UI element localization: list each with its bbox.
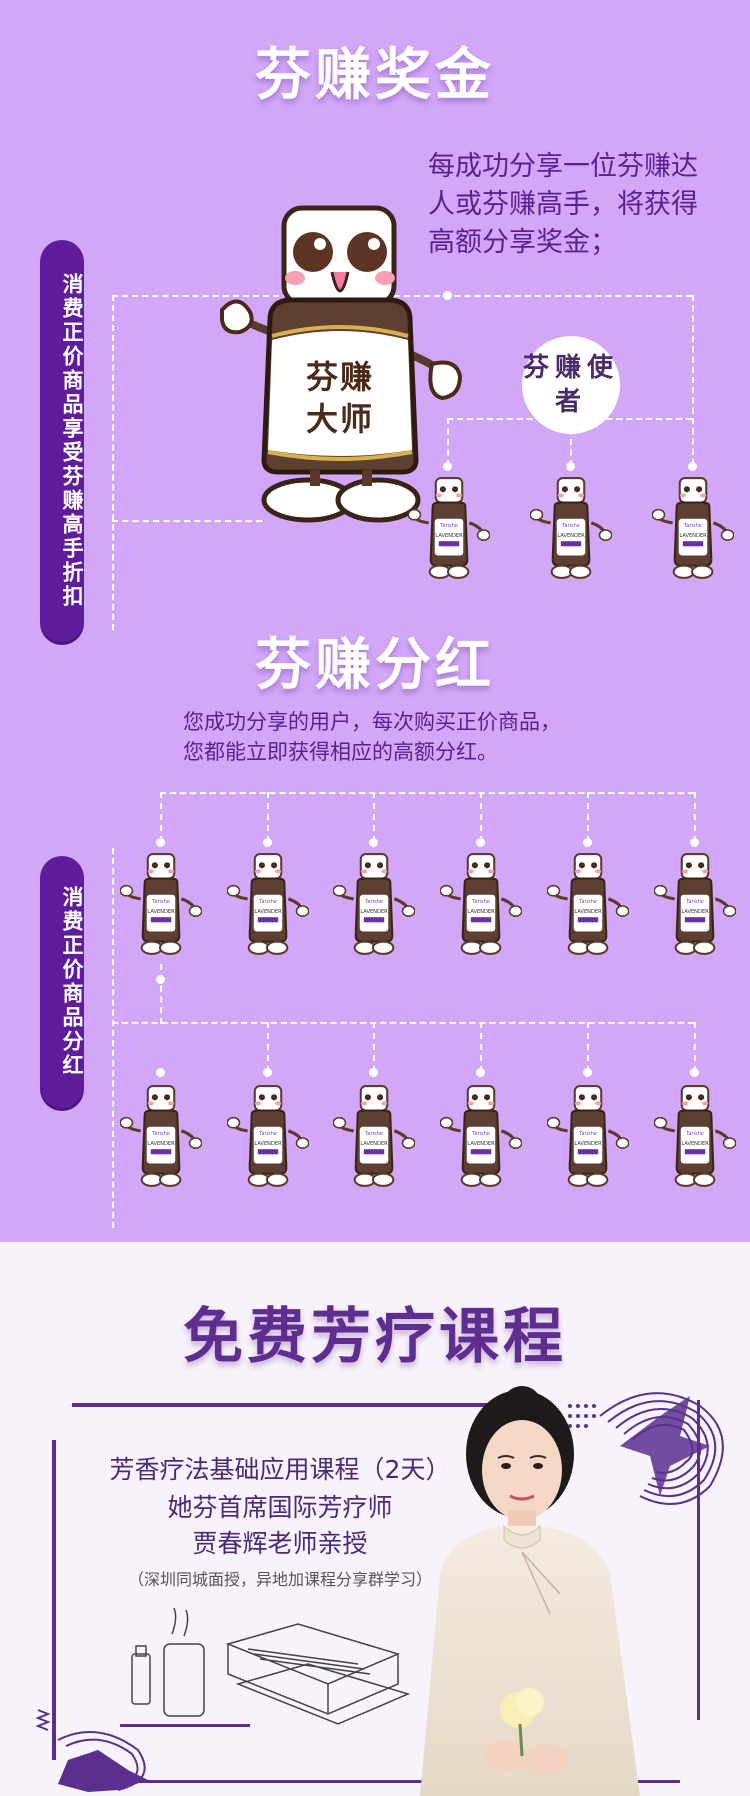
- frame-line: [52, 1440, 56, 1760]
- lavender-swirl-icon: [35, 1709, 148, 1792]
- member-mascot: [654, 850, 736, 962]
- connector-line: [112, 1022, 694, 1024]
- connector-line: [112, 848, 114, 1228]
- member-mascot: [120, 850, 202, 962]
- connector-dot: [566, 462, 575, 471]
- member-mascot: [333, 1082, 415, 1194]
- connector-line: [587, 1022, 589, 1072]
- member-mascot: [654, 1082, 736, 1194]
- connector-line: [160, 964, 162, 1024]
- connector-line: [160, 792, 162, 842]
- course-note: （深圳同城面授，异地加课程分享群学习）: [127, 1570, 432, 1589]
- bonus-discount-tag: 消费正价商品享受芬赚高手折扣: [40, 240, 84, 642]
- connector-dot: [369, 1068, 378, 1077]
- connector-line: [267, 1022, 269, 1072]
- dividend-description-line2: 您都能立即获得相应的高额分红。: [183, 740, 498, 764]
- connector-line: [694, 792, 696, 842]
- dividend-tag: 消费正价商品分红: [40, 856, 84, 1108]
- member-mascot: [440, 1082, 522, 1194]
- connector-line: [587, 792, 589, 842]
- course-title: 免费芳疗课程: [183, 1302, 567, 1372]
- frame-line: [120, 1724, 250, 1727]
- bonus-title: 芬赚奖金: [255, 43, 495, 108]
- connector-line: [267, 792, 269, 842]
- ambassador-badge: 芬赚使者: [522, 336, 620, 434]
- ambassador-mascot: [408, 474, 490, 586]
- member-mascot: [547, 1082, 629, 1194]
- connector-dot: [688, 462, 697, 471]
- ambassador-mascot: [530, 474, 612, 586]
- connector-dot: [443, 462, 452, 471]
- connector-dot: [369, 838, 378, 847]
- connector-line: [160, 792, 694, 794]
- connector-line: [112, 520, 262, 522]
- member-mascot: [227, 1082, 309, 1194]
- connector-dot: [263, 1068, 272, 1077]
- master-label: 芬赚大师: [305, 358, 374, 438]
- course-line3: 贾春辉老师亲授: [192, 1529, 368, 1558]
- bonus-description: 每成功分享一位芬赚达人或芬赚高手，将获得高额分享奖金；: [428, 151, 698, 258]
- master-mascot: [220, 205, 463, 523]
- member-mascot: [227, 850, 309, 962]
- frame-line: [697, 1400, 700, 1720]
- connector-line: [480, 792, 482, 842]
- connector-line: [112, 295, 692, 297]
- member-mascot: [120, 1082, 202, 1194]
- books-sketch-icon: [131, 1607, 411, 1725]
- connector-dot: [583, 1068, 592, 1077]
- member-mascot: [333, 850, 415, 962]
- connector-dot: [690, 1068, 699, 1077]
- teacher-photo: [420, 1386, 640, 1796]
- connector-line: [447, 418, 449, 466]
- frame-line: [72, 1403, 512, 1407]
- frame-line: [60, 1780, 680, 1783]
- dividend-description-line1: 您成功分享的用户，每次购买正价商品，: [183, 710, 561, 734]
- connector-dot: [156, 838, 165, 847]
- connector-line: [373, 792, 375, 842]
- connector-dot: [476, 838, 485, 847]
- member-mascot: [440, 850, 522, 962]
- connector-dot: [156, 1068, 165, 1077]
- connector-line: [112, 295, 114, 630]
- connector-dot: [443, 291, 452, 300]
- course-line2: 她芬首席国际芳疗师: [167, 1493, 393, 1522]
- member-mascot: [547, 850, 629, 962]
- connector-line: [373, 1022, 375, 1072]
- lavender-swirl-icon: [568, 1392, 724, 1505]
- connector-line: [692, 295, 694, 465]
- ambassador-mascot: [652, 474, 734, 586]
- connector-dot: [583, 838, 592, 847]
- connector-line: [570, 418, 572, 466]
- connector-line: [480, 1022, 482, 1072]
- connector-dot: [263, 838, 272, 847]
- course-line1: 芳香疗法基础应用课程（2天）: [109, 1455, 451, 1484]
- dividend-title: 芬赚分红: [255, 633, 495, 698]
- connector-line: [694, 1022, 696, 1072]
- connector-dot: [476, 1068, 485, 1077]
- connector-dot: [690, 838, 699, 847]
